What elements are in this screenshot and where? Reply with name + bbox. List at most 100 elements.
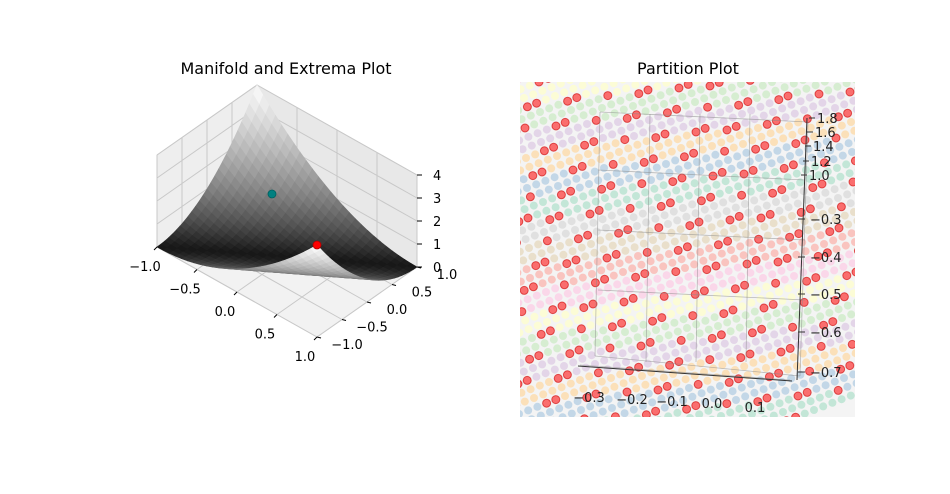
- partition-point: [672, 186, 681, 195]
- partition-point: [722, 96, 730, 104]
- partition-point: [721, 258, 730, 267]
- partition-boundary-point: [757, 324, 767, 334]
- partition-point: [532, 372, 541, 381]
- partition-point: [720, 228, 729, 237]
- partition-point: [800, 106, 808, 114]
- partition-point: [520, 159, 521, 164]
- partition-boundary-point: [748, 165, 758, 175]
- partition-point: [638, 290, 647, 299]
- partition-boundary-point: [605, 343, 615, 353]
- partition-point: [549, 335, 558, 344]
- partition-point: [805, 174, 814, 183]
- partition-point: [793, 362, 801, 370]
- partition-boundary-point: [714, 82, 724, 87]
- partition-point: [769, 108, 777, 116]
- partition-point: [588, 107, 597, 116]
- partition-point: [525, 162, 534, 171]
- partition-point: [520, 175, 528, 184]
- partition-point: [707, 304, 716, 313]
- partition-point: [732, 396, 740, 404]
- partition-boundary-point: [631, 272, 641, 282]
- partition-point: [793, 199, 802, 208]
- partition-point: [731, 92, 740, 101]
- partition-point: [595, 398, 604, 407]
- partition-point: [598, 407, 607, 416]
- partition-boundary-point: [580, 414, 589, 417]
- partition-point: [601, 305, 610, 314]
- partition-point: [566, 379, 575, 388]
- partition-point: [571, 226, 579, 234]
- partition-point: [520, 351, 521, 357]
- partition-point: [655, 334, 664, 343]
- partition-point: [749, 85, 758, 94]
- partition-point: [765, 99, 774, 108]
- partition-point: [557, 109, 566, 118]
- partition-point: [658, 151, 667, 160]
- partition-point: [630, 132, 638, 140]
- partition-point: [730, 173, 739, 182]
- partition-point: [672, 378, 681, 387]
- partition-boundary-point: [520, 240, 521, 246]
- partition-point: [585, 291, 594, 300]
- partition-point: [720, 339, 729, 348]
- partition-point: [797, 127, 806, 136]
- partition-point: [830, 266, 839, 275]
- partition-point: [647, 287, 656, 296]
- partition-boundary-point: [836, 202, 846, 212]
- partition-point: [699, 256, 708, 265]
- partition-point: [783, 173, 792, 182]
- partition-point: [687, 89, 696, 98]
- partition-point: [531, 342, 540, 351]
- partition-point: [765, 180, 774, 189]
- partition-point: [553, 344, 562, 353]
- partition-point: [533, 210, 542, 219]
- partition-point: [708, 253, 717, 262]
- partition-point: [846, 199, 855, 208]
- partition-point: [675, 387, 684, 396]
- partition-point: [849, 96, 855, 105]
- partition-point: [761, 171, 770, 180]
- partition-point: [584, 150, 592, 158]
- partition-point: [695, 329, 704, 338]
- partition-boundary-point: [557, 301, 567, 311]
- partition-point: [511, 209, 519, 217]
- partition-point: [598, 104, 606, 112]
- partition-point: [617, 126, 626, 135]
- partition-point: [827, 287, 836, 296]
- partition-point: [611, 331, 620, 340]
- extrema-points: [267, 189, 322, 250]
- partition-point: [594, 95, 603, 104]
- partition-boundary-point: [724, 377, 734, 387]
- partition-point: [733, 152, 742, 161]
- partition-point: [704, 325, 713, 334]
- partition-point: [599, 134, 607, 142]
- partition-point: [550, 173, 559, 182]
- partition-point: [697, 389, 706, 398]
- partition-point: [766, 129, 775, 138]
- partition-point: [795, 259, 804, 268]
- partition-boundary-point: [617, 318, 627, 328]
- y-tick-mark: [316, 336, 322, 339]
- partition-boundary-point: [559, 280, 569, 290]
- partition-point: [711, 150, 720, 159]
- partition-point: [537, 249, 546, 258]
- partition-point: [648, 398, 657, 407]
- partition-boundary-point: [842, 271, 852, 281]
- partition-point: [621, 328, 629, 336]
- partition-point: [634, 170, 643, 179]
- partition-point: [828, 398, 837, 407]
- partition-point: [624, 144, 633, 153]
- partition-point: [759, 192, 768, 201]
- partition-point: [797, 400, 806, 409]
- partition-boundary-point: [636, 341, 646, 351]
- partition-point: [673, 408, 682, 417]
- y-tick-mark: [366, 301, 372, 304]
- partition-point: [747, 106, 756, 115]
- partition-point: [670, 318, 679, 327]
- partition-point: [704, 133, 713, 142]
- partition-boundary-point: [602, 253, 612, 263]
- partition-point: [765, 291, 774, 300]
- partition-point: [824, 278, 833, 287]
- partition-point: [728, 276, 736, 284]
- x-tick-label: −0.3: [573, 391, 605, 406]
